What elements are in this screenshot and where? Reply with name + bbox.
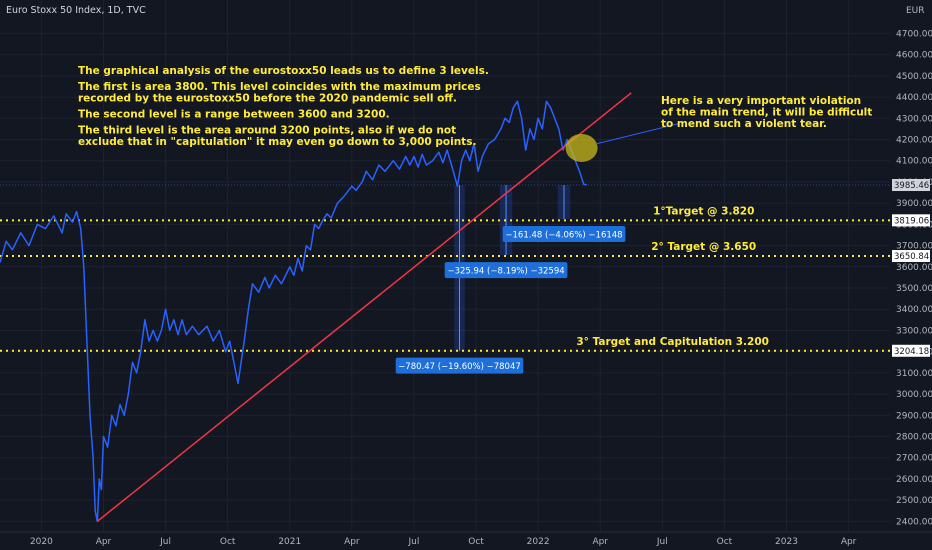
level-annotation: 1°Target @ 3.820 xyxy=(653,205,754,217)
last-price-label: 3985.46 xyxy=(894,181,929,191)
x-tick-label: 2022 xyxy=(527,537,550,547)
currency-label: EUR xyxy=(906,6,925,16)
level-price-label: 3204.18 xyxy=(894,347,929,357)
x-tick-label: 2021 xyxy=(278,537,301,547)
level-price-label: 3650.84 xyxy=(894,252,929,262)
grid xyxy=(0,0,890,532)
y-tick-label: 3300.00 xyxy=(896,326,932,336)
y-tick-label: 2700.00 xyxy=(896,454,932,464)
x-tick-label: Oct xyxy=(468,537,484,547)
highlight-ellipse xyxy=(565,133,598,162)
analysis-text-line: The graphical analysis of the eurostoxx5… xyxy=(78,65,489,77)
y-tick-label: 2400.00 xyxy=(896,517,932,527)
measurement-tag xyxy=(395,357,524,374)
measurement-tags: −780.47 (−19.60%) −78047 −325.94 (−8.19%)… xyxy=(395,226,626,374)
analysis-text-line: exclude that in "capitulation" it may ev… xyxy=(78,136,476,148)
level-price-box xyxy=(892,214,930,227)
y-tick-label: 4200.00 xyxy=(896,135,932,145)
x-tick-label: Jul xyxy=(408,537,420,547)
annotations: 1°Target @ 3.820 2° Target @ 3.650 3° Targ… xyxy=(78,65,872,348)
y-tick-label: 4500.00 xyxy=(896,72,932,82)
price-line xyxy=(0,100,588,523)
violation-text-line: to mend such a violent tear. xyxy=(661,118,827,130)
chart-title: Euro Stoxx 50 Index, 1D, TVC xyxy=(6,5,146,16)
y-tick-label: 3000.00 xyxy=(896,390,932,400)
y-tick-label: 3700.00 xyxy=(896,242,932,252)
level-annotation: 3° Target and Capitulation 3.200 xyxy=(576,336,769,348)
y-tick-label: 2900.00 xyxy=(896,411,932,421)
y-tick-label: 4300.00 xyxy=(896,114,932,124)
y-tick-label: 4100.00 xyxy=(896,157,932,167)
level-lines xyxy=(0,184,890,352)
analysis-text-line: The first is area 3800. This level coinc… xyxy=(78,81,481,93)
y-tick-label: 4400.00 xyxy=(896,93,932,103)
violation-text-line: Here is a very important violation xyxy=(661,95,861,107)
y-tick-label: 3500.00 xyxy=(896,284,932,294)
y-tick-label: 3900.00 xyxy=(896,199,932,209)
y-tick-label: 3400.00 xyxy=(896,305,932,315)
x-tick-label: Oct xyxy=(717,537,733,547)
analysis-text-line: recorded by the eurostoxx50 before the 2… xyxy=(78,93,457,105)
x-tick-label: Oct xyxy=(220,537,236,547)
y-axis-background xyxy=(890,0,932,550)
series-layer xyxy=(0,100,588,523)
y-axis[interactable]: 2400.00 2500.00 2600.00 2700.00 2800.00 2900.… xyxy=(890,0,932,550)
measurement-label: −161.48 (−4.06%) −16148 xyxy=(505,231,622,241)
level-price-label: 3819.06 xyxy=(894,216,929,226)
last-price-box xyxy=(892,179,930,192)
analysis-text-line: The third level is the area around 3200 … xyxy=(78,125,456,137)
y-tick-label: 2500.00 xyxy=(896,496,932,506)
measurement-label: −780.47 (−19.60%) −78047 xyxy=(398,362,521,372)
y-tick-label: 2600.00 xyxy=(896,475,932,485)
level-price-box xyxy=(892,250,930,263)
violation-text-line: of the main trend, it will be difficult xyxy=(661,107,872,119)
x-tick-label: Apr xyxy=(841,537,857,547)
measurement-tag xyxy=(502,226,626,243)
analysis-text-line: The second level is a range between 3600… xyxy=(78,109,390,121)
x-tick-label: 2023 xyxy=(775,537,798,547)
trendline-layer xyxy=(96,92,632,522)
highlight-layer xyxy=(565,123,680,162)
measurement-label: −325.94 (−8.19%) −32594 xyxy=(447,267,564,277)
x-tick-label: Apr xyxy=(344,537,360,547)
level-price-box xyxy=(892,344,930,357)
x-tick-label: Apr xyxy=(592,537,608,547)
y-tick-label: 2800.00 xyxy=(896,433,932,443)
highlight-pointer xyxy=(595,123,680,145)
trendline xyxy=(96,92,632,522)
y-tick-label: 4600.00 xyxy=(896,51,932,61)
y-tick-label: 3600.00 xyxy=(896,263,932,273)
measurement-tag xyxy=(444,262,568,279)
x-tick-label: 2020 xyxy=(30,537,53,547)
level-annotation: 2° Target @ 3.650 xyxy=(651,241,756,253)
x-tick-label: Apr xyxy=(96,537,112,547)
x-tick-label: Jul xyxy=(159,537,171,547)
x-tick-label: Jul xyxy=(656,537,668,547)
y-tick-label: 3100.00 xyxy=(896,369,932,379)
x-axis[interactable]: 2020 Apr Jul Oct 2021 Apr Jul Oct 2022 Apr Jul Oct 2… xyxy=(0,531,932,547)
y-tick-label: 4700.00 xyxy=(896,29,932,39)
